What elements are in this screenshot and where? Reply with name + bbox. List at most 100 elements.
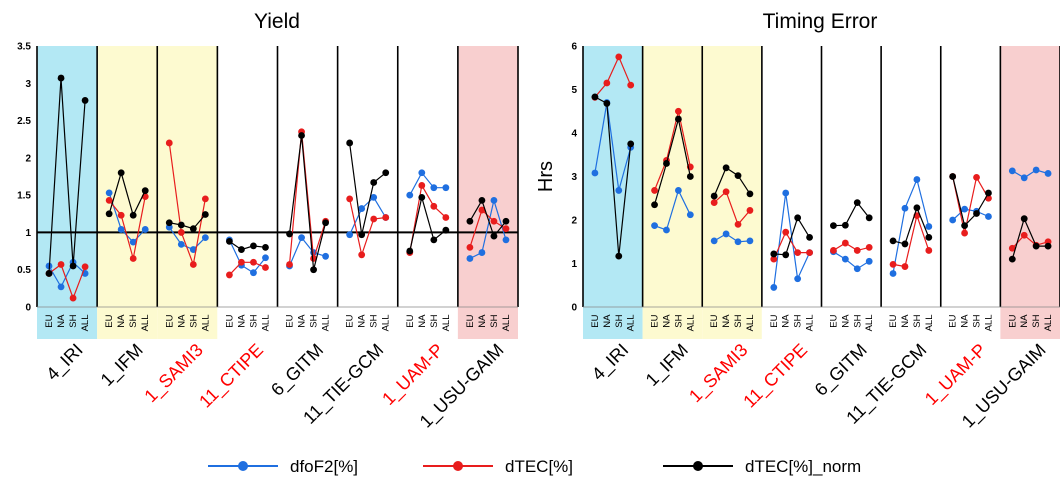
data-point-dtec [105,196,113,204]
series-line-dfof2-1-usu-gaim [1011,169,1049,179]
legend: dfoF2[%] dTEC[%] dTEC[%]_norm [208,457,861,476]
panel-bg-6-gitm [821,46,882,339]
data-point-dtec-norm [961,222,968,230]
data-point-dtec-norm [310,266,317,274]
legend-item-dfof2: dfoF2[%] [208,457,358,476]
data-point-dtec [442,214,450,221]
series-line-dtec-norm-4-iri [48,78,86,274]
data-point-dtec [81,263,89,271]
data-point-dtec [201,195,209,203]
data-point-dfof2 [1032,166,1040,174]
data-point-dtec-norm [418,193,426,201]
data-point-dtec-norm [615,252,623,260]
legend-item-dtec-norm: dTEC[%]_norm [663,457,861,476]
region-label: ALL [441,315,452,332]
region-label: NA [477,314,488,328]
data-point-dfof2 [925,223,933,230]
legend-label-dfof2: dfoF2[%] [290,457,358,476]
panel-bg-1-usu-gaim [1000,46,1060,339]
data-point-dtec [370,215,378,223]
data-point-dtec-norm [442,226,450,234]
data-point-dtec [627,81,635,89]
data-point-dfof2 [770,284,778,291]
data-point-dfof2 [651,222,658,230]
data-point-dfof2 [406,191,414,199]
series-line-dtec-norm-1-sami3 [169,214,206,230]
data-point-dfof2 [901,204,909,212]
data-point-dtec-norm [502,217,510,225]
data-point-dtec-norm [57,74,65,82]
data-point-dfof2 [615,187,623,194]
series-line-dtec-4-iri [594,55,632,98]
data-point-dtec-norm [81,97,89,104]
data-point-dfof2 [1044,170,1052,177]
y-tick-label: 3.5 [17,42,31,53]
y-tick-label: 1.5 [17,191,31,202]
region-label: SH [489,314,500,327]
data-point-dfof2 [746,237,754,245]
series-line-dfof2-4-iri [594,102,632,191]
data-point-dtec [129,255,137,262]
region-label: SH [912,314,923,327]
data-point-dfof2 [262,254,269,262]
region-label: ALL [864,315,875,332]
series-line-dtec-norm-1-sami3 [713,166,751,197]
region-label: SH [68,314,79,327]
data-point-dtec-norm [830,222,837,230]
model-label-6-gitm: 6_GITM [267,340,328,401]
data-point-dfof2 [201,234,209,242]
data-point-dtec-norm [466,217,474,225]
series-line-dtec-1-ifm [653,111,691,191]
data-point-dtec-norm [165,219,173,227]
data-point-dtec [746,207,754,214]
data-point-dtec [286,261,293,268]
region-label: EU [1007,314,1018,327]
data-point-dtec [901,263,909,270]
series-line-dtec-1-uam-p [409,183,447,253]
series-line-dtec-6-gitm [833,242,870,252]
data-point-dtec-norm [430,236,438,244]
data-point-dtec-norm [889,237,897,245]
data-point-dfof2 [189,246,197,253]
data-point-dtec-norm [346,139,354,147]
data-point-dtec [675,107,682,115]
series-line-dtec-norm-6-gitm [288,135,327,270]
data-point-dtec [502,225,510,233]
series-line-dtec-norm-11-ctipe [773,216,811,256]
region-label: NA [357,314,368,328]
data-point-dtec-norm [1044,242,1052,250]
data-point-dtec [830,247,837,254]
data-point-dtec-norm [913,204,921,212]
data-point-dtec-norm [686,173,694,180]
data-point-dfof2 [961,205,968,213]
data-point-dtec-norm [627,140,635,148]
legend-marker-dtec [453,461,463,471]
data-point-dtec-norm [406,247,414,255]
panel-bg-4-iri [583,46,643,339]
data-point-dtec-norm [262,243,269,251]
series-line-dtec-norm-4-iri [594,96,632,257]
legend-marker-dfof2 [238,461,248,471]
data-point-dtec-norm [865,214,873,222]
data-point-dtec-norm [382,169,390,177]
series-line-dtec-1-sami3 [168,142,206,267]
region-label: ALL [983,315,994,332]
data-point-dtec-norm [853,199,861,207]
data-point-dfof2 [722,230,730,238]
data-point-dtec [1020,231,1028,239]
y-tick-label: 0 [25,303,31,314]
data-point-dfof2 [734,238,742,246]
data-point-dtec-norm [675,115,682,123]
model-label-1-ifm: 1_IFM [642,340,693,391]
panel-bg-11-ctipe [217,46,278,339]
region-label: EU [465,314,476,327]
region-label: ALL [80,315,91,332]
data-point-dtec-norm [949,173,957,180]
data-point-dfof2 [841,255,849,263]
data-point-dtec [603,79,611,87]
series-line-dtec-norm-11-tie-gcm [349,142,387,235]
data-point-dfof2 [853,265,861,273]
data-point-dfof2 [675,187,682,194]
